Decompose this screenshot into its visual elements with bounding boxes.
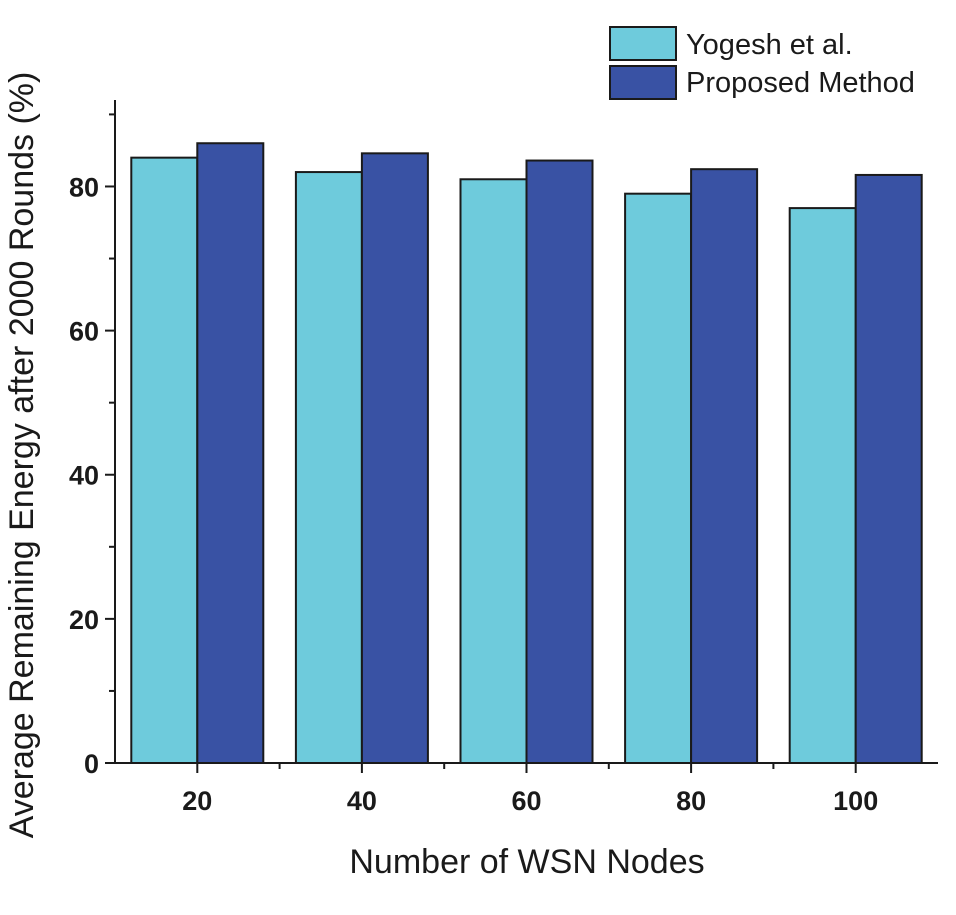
bar-yogesh-20 (130, 156, 199, 765)
bar-proposed-40 (360, 152, 429, 765)
x-tick-label-100: 100 (833, 786, 878, 816)
ticks-layer: 0 20 40 60 80 20 40 60 80 100 (69, 113, 878, 816)
y-tick-label-0: 0 (84, 749, 99, 779)
bar-yogesh-40 (294, 171, 363, 764)
legend-label-proposed: Proposed Method (686, 67, 915, 99)
legend-label-yogesh: Yogesh et al. (686, 29, 853, 61)
bar-yogesh-60 (459, 178, 528, 765)
bar-proposed-80 (690, 168, 759, 764)
y-axis-title: Average Remaining Energy after 2000 Roun… (3, 72, 41, 839)
legend-swatch-proposed (609, 65, 677, 100)
x-tick-label-20: 20 (182, 786, 212, 816)
x-axis-title: Number of WSN Nodes (349, 843, 704, 881)
bar-proposed-20 (196, 142, 265, 764)
bars-layer (130, 142, 923, 765)
bar-yogesh-80 (624, 192, 693, 765)
y-tick-label-20: 20 (69, 605, 99, 635)
y-tick-label-60: 60 (69, 317, 99, 347)
y-tick-label-80: 80 (69, 172, 99, 202)
y-tick-label-40: 40 (69, 461, 99, 491)
legend: Yogesh et al. Proposed Method (609, 26, 915, 100)
x-tick-label-40: 40 (347, 786, 377, 816)
x-tick-label-60: 60 (511, 786, 541, 816)
bar-yogesh-100 (788, 207, 857, 764)
bar-proposed-60 (525, 159, 594, 764)
x-tick-label-80: 80 (676, 786, 706, 816)
bar-proposed-100 (854, 173, 923, 765)
legend-swatch-yogesh (609, 26, 677, 61)
